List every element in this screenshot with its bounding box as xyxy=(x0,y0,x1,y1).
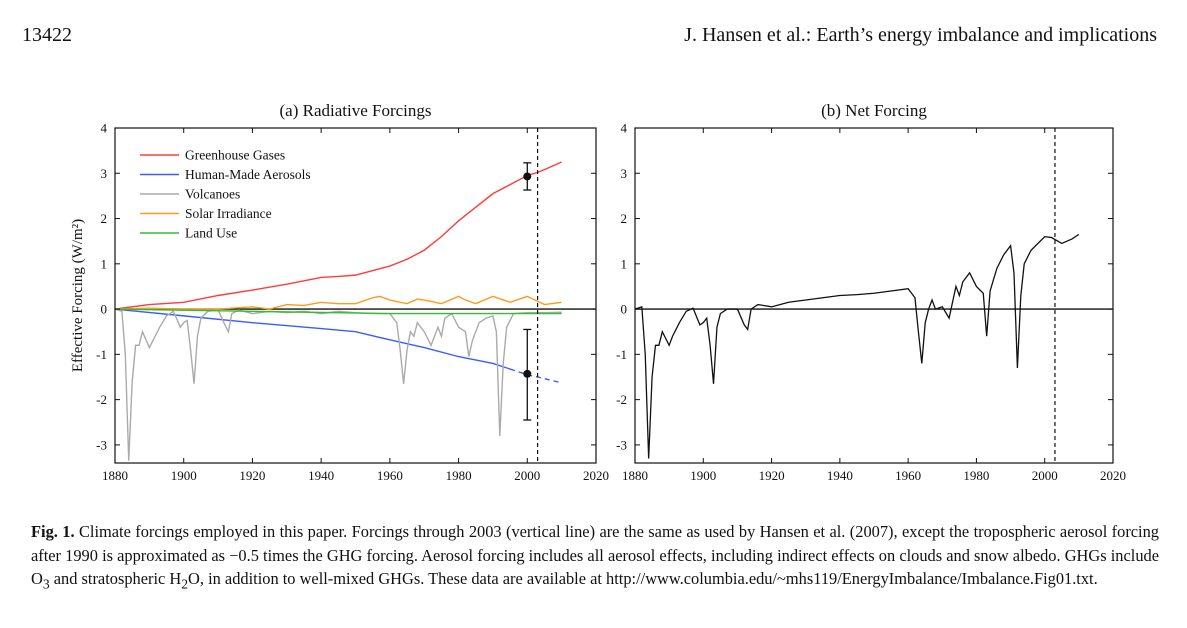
caption-label: Fig. 1. xyxy=(31,522,75,541)
figure-caption: Fig. 1. Climate forcings employed in thi… xyxy=(31,520,1159,596)
y-axis-label-a: Effective Forcing (W/m²) xyxy=(70,219,86,372)
caption-subscript-1: 3 xyxy=(42,576,50,592)
legend-label-3: Solar Irradiance xyxy=(185,206,272,221)
legend-a: Greenhouse Gases Human-Made Aerosols Volca… xyxy=(140,148,311,241)
panel-title-b: (b) Net Forcing xyxy=(821,101,927,120)
y-tick-label-b-6: 3 xyxy=(621,166,628,181)
series-line-a-2 xyxy=(114,308,562,461)
y-tick-label-b-4: 1 xyxy=(621,256,628,271)
y-tick-label-b-3: 0 xyxy=(621,302,628,317)
caption-text-3: O, in addition to well-mixed GHGs. These… xyxy=(188,569,1098,588)
series-line-a-3 xyxy=(114,295,562,310)
series-line-a-0 xyxy=(114,161,562,310)
series-line-b-0 xyxy=(634,233,1080,459)
series-line-a-4 xyxy=(114,308,562,315)
x-tick-label-a-6: 2000 xyxy=(514,468,540,483)
caption-subscript-2: 2 xyxy=(181,576,189,592)
series-line-a-1 xyxy=(114,308,511,370)
legend-label-0: Greenhouse Gases xyxy=(185,148,285,163)
x-tick-label-a-7: 2020 xyxy=(583,468,609,483)
panel-title-a: (a) Radiative Forcings xyxy=(279,101,431,120)
y-tick-label-a-1: -2 xyxy=(96,392,107,407)
plot-frame-a xyxy=(114,127,597,464)
x-tick-label-a-4: 1960 xyxy=(377,468,403,483)
y-tick-label-a-2: -1 xyxy=(96,347,107,362)
running-title: J. Hansen et al.: Earth’s energy imbalan… xyxy=(684,24,1157,46)
y-tick-label-b-7: 4 xyxy=(621,121,628,136)
caption-text-1: Climate forcings employed in this paper.… xyxy=(31,522,1159,588)
x-tick-label-b-3: 1940 xyxy=(827,468,853,483)
x-tick-label-b-0: 1880 xyxy=(622,468,648,483)
caption-text-2: and stratospheric H xyxy=(49,569,182,588)
x-tick-label-b-1: 1900 xyxy=(690,468,716,483)
y-tick-label-a-5: 2 xyxy=(101,211,108,226)
legend-label-1: Human-Made Aerosols xyxy=(185,167,311,182)
y-tick-label-a-7: 4 xyxy=(101,121,108,136)
y-tick-label-a-0: -3 xyxy=(96,437,107,452)
y-tick-label-a-6: 3 xyxy=(101,166,108,181)
x-tick-label-b-5: 1980 xyxy=(963,468,989,483)
page-number: 13422 xyxy=(22,24,72,46)
plot-frame-b xyxy=(634,127,1114,464)
y-tick-label-a-3: 0 xyxy=(101,302,108,317)
x-tick-label-a-1: 1900 xyxy=(171,468,197,483)
error-point-a-1 xyxy=(523,369,532,378)
legend-label-4: Land Use xyxy=(185,226,237,241)
x-tick-label-a-0: 1880 xyxy=(102,468,128,483)
legend-label-2: Volcanoes xyxy=(185,187,240,202)
x-tick-label-b-2: 1920 xyxy=(759,468,785,483)
error-point-a-0 xyxy=(523,172,532,181)
x-tick-label-b-4: 1960 xyxy=(895,468,921,483)
panel-a: (a) Radiative Forcings Effective Forcing … xyxy=(70,101,609,483)
series-line-a-1-dashed xyxy=(509,368,562,384)
y-tick-label-a-4: 1 xyxy=(101,256,108,271)
x-tick-label-b-6: 2000 xyxy=(1032,468,1058,483)
y-tick-label-b-1: -2 xyxy=(616,392,627,407)
x-tick-label-a-2: 1920 xyxy=(239,468,265,483)
y-tick-label-b-2: -1 xyxy=(616,347,627,362)
x-tick-label-b-7: 2020 xyxy=(1100,468,1126,483)
x-tick-label-a-3: 1940 xyxy=(308,468,334,483)
y-tick-label-b-0: -3 xyxy=(616,437,627,452)
y-tick-label-b-5: 2 xyxy=(621,211,628,226)
panel-b: (b) Net Forcing 1880 1900 1920 1940 1960 1980 2… xyxy=(616,101,1126,483)
x-tick-label-a-5: 1980 xyxy=(446,468,472,483)
